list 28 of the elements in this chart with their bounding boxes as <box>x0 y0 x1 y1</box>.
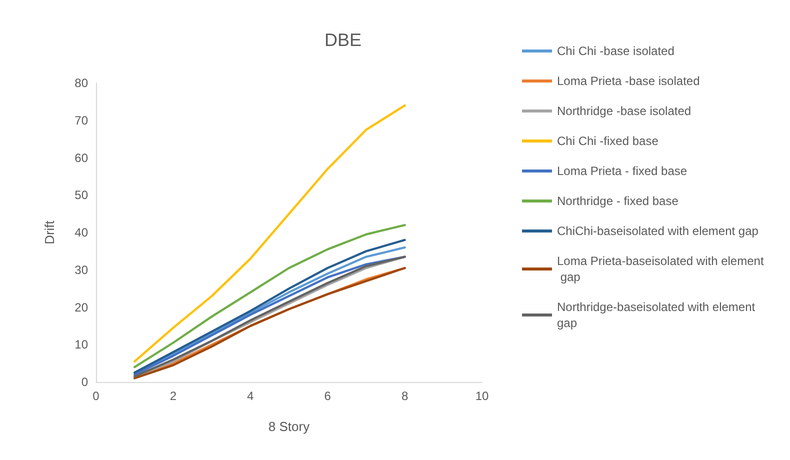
x-tick-label: 10 <box>475 389 489 403</box>
legend-label: ChiChi-baseisolated with element gap <box>557 224 759 238</box>
chart-title: DBE <box>324 30 362 50</box>
y-tick-label: 60 <box>74 150 88 165</box>
legend-label: Loma Prieta - fixed base <box>557 164 688 178</box>
legend-label: Loma Prieta-baseisolated with element gap <box>557 254 764 284</box>
legend-label: Chi Chi -base isolated <box>557 44 674 58</box>
y-tick-label: 50 <box>74 188 88 202</box>
y-tick-label: 0 <box>81 375 88 389</box>
y-tick-label: 20 <box>74 300 88 314</box>
legend-label: Loma Prieta -base isolated <box>557 74 700 88</box>
x-tick-label: 8 <box>401 389 408 403</box>
y-tick-label: 70 <box>74 113 88 128</box>
legend-label: Chi Chi -fixed base <box>557 134 659 148</box>
y-tick-label: 80 <box>74 76 88 90</box>
x-tick-label: 6 <box>324 389 332 403</box>
x-axis-title: 8 Story <box>268 419 310 434</box>
x-tick-label: 0 <box>92 389 100 403</box>
legend-label: Northridge - fixed base <box>557 194 679 208</box>
legend-label: Northridge-baseisolated with element gap <box>557 300 758 330</box>
y-tick-label: 40 <box>74 226 88 240</box>
y-tick-label: 10 <box>74 338 88 352</box>
y-axis-title: Drift <box>42 220 57 244</box>
line-series <box>134 104 406 363</box>
x-tick-label: 4 <box>247 389 254 403</box>
x-tick-label: 2 <box>170 389 177 403</box>
y-tick-label: 30 <box>74 262 88 277</box>
legend-label: Northridge -base isolated <box>557 104 692 118</box>
